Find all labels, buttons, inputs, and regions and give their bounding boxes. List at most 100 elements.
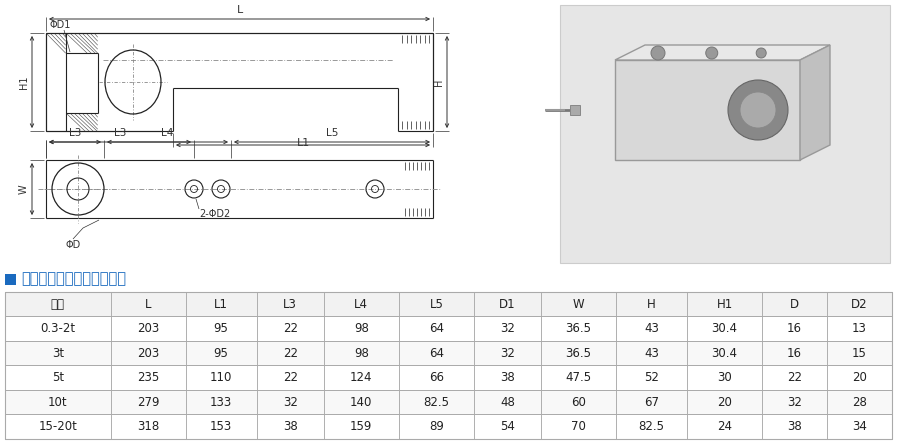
Bar	[762, 414, 827, 439]
Bar	[186, 341, 257, 366]
Text: 34: 34	[852, 420, 867, 433]
Circle shape	[651, 46, 665, 60]
Bar	[399, 316, 474, 341]
Text: L5: L5	[430, 298, 443, 311]
Text: 38: 38	[788, 420, 802, 433]
Bar	[399, 414, 474, 439]
Bar	[616, 292, 687, 316]
Bar	[5, 414, 111, 439]
Bar	[570, 105, 580, 115]
Bar	[111, 366, 186, 390]
Text: 30.4: 30.4	[711, 347, 737, 360]
Bar	[827, 390, 892, 414]
Text: 22: 22	[787, 371, 802, 384]
Text: 32: 32	[788, 396, 802, 409]
Text: D2: D2	[851, 298, 868, 311]
Bar	[257, 316, 324, 341]
Bar	[5, 414, 892, 439]
Text: 67: 67	[644, 396, 659, 409]
Bar	[5, 292, 892, 316]
Text: 38: 38	[500, 371, 515, 384]
Bar	[111, 292, 186, 316]
Bar	[827, 316, 892, 341]
Bar	[541, 414, 616, 439]
Text: 318: 318	[137, 420, 159, 433]
Text: ΦD1: ΦD1	[50, 20, 71, 30]
Text: 60: 60	[571, 396, 586, 409]
Bar	[474, 292, 541, 316]
Text: 32: 32	[500, 347, 515, 360]
Bar	[615, 60, 800, 160]
Text: L5: L5	[325, 128, 338, 138]
Text: 140: 140	[350, 396, 372, 409]
Bar	[324, 341, 399, 366]
Bar	[399, 292, 474, 316]
Text: L: L	[236, 5, 243, 15]
Text: 规格: 规格	[50, 298, 65, 311]
Bar	[324, 292, 399, 316]
Polygon shape	[615, 45, 830, 60]
Bar	[5, 341, 111, 366]
Text: 203: 203	[137, 322, 159, 335]
Bar	[5, 292, 892, 439]
Bar	[5, 274, 16, 285]
Bar	[399, 366, 474, 390]
Text: H1: H1	[717, 298, 733, 311]
Text: 70: 70	[571, 420, 586, 433]
Bar	[541, 292, 616, 316]
Bar	[5, 366, 111, 390]
Bar	[5, 316, 111, 341]
Bar	[5, 366, 892, 390]
Bar	[186, 316, 257, 341]
Text: 43: 43	[644, 322, 659, 335]
Circle shape	[728, 80, 788, 140]
Bar	[616, 390, 687, 414]
Bar	[474, 316, 541, 341]
Text: 38: 38	[283, 420, 298, 433]
Bar	[687, 414, 762, 439]
Circle shape	[706, 47, 717, 59]
Polygon shape	[800, 45, 830, 160]
Text: W: W	[573, 298, 584, 311]
Bar	[541, 390, 616, 414]
Text: 95: 95	[214, 347, 228, 360]
Bar	[687, 341, 762, 366]
Bar	[324, 414, 399, 439]
Text: 22: 22	[282, 371, 298, 384]
Bar	[762, 341, 827, 366]
Bar	[541, 316, 616, 341]
Text: 20: 20	[852, 371, 867, 384]
Bar	[474, 390, 541, 414]
Text: 15-20t: 15-20t	[39, 420, 77, 433]
Text: 52: 52	[644, 371, 659, 384]
Text: 28: 28	[852, 396, 867, 409]
Bar	[687, 292, 762, 316]
Text: 30.4: 30.4	[711, 322, 737, 335]
Bar	[111, 390, 186, 414]
Text: L4: L4	[161, 128, 174, 138]
Bar	[616, 341, 687, 366]
Bar	[257, 366, 324, 390]
Text: 82.5: 82.5	[638, 420, 664, 433]
Circle shape	[740, 92, 776, 128]
Bar	[324, 316, 399, 341]
Text: 95: 95	[214, 322, 228, 335]
Bar	[111, 414, 186, 439]
Text: 153: 153	[210, 420, 232, 433]
Text: 15: 15	[852, 347, 867, 360]
Text: 16: 16	[787, 322, 802, 335]
Text: 124: 124	[350, 371, 372, 384]
Text: L3: L3	[114, 128, 126, 138]
Bar	[762, 292, 827, 316]
Text: 2-ΦD2: 2-ΦD2	[199, 209, 230, 219]
Bar	[616, 414, 687, 439]
Text: L1: L1	[297, 138, 309, 148]
Bar	[5, 390, 892, 414]
Bar	[5, 292, 111, 316]
Bar	[687, 366, 762, 390]
Text: 82.5: 82.5	[423, 396, 450, 409]
Text: 66: 66	[429, 371, 444, 384]
Text: 5t: 5t	[52, 371, 64, 384]
Text: L3: L3	[283, 298, 297, 311]
Text: 64: 64	[429, 347, 444, 360]
